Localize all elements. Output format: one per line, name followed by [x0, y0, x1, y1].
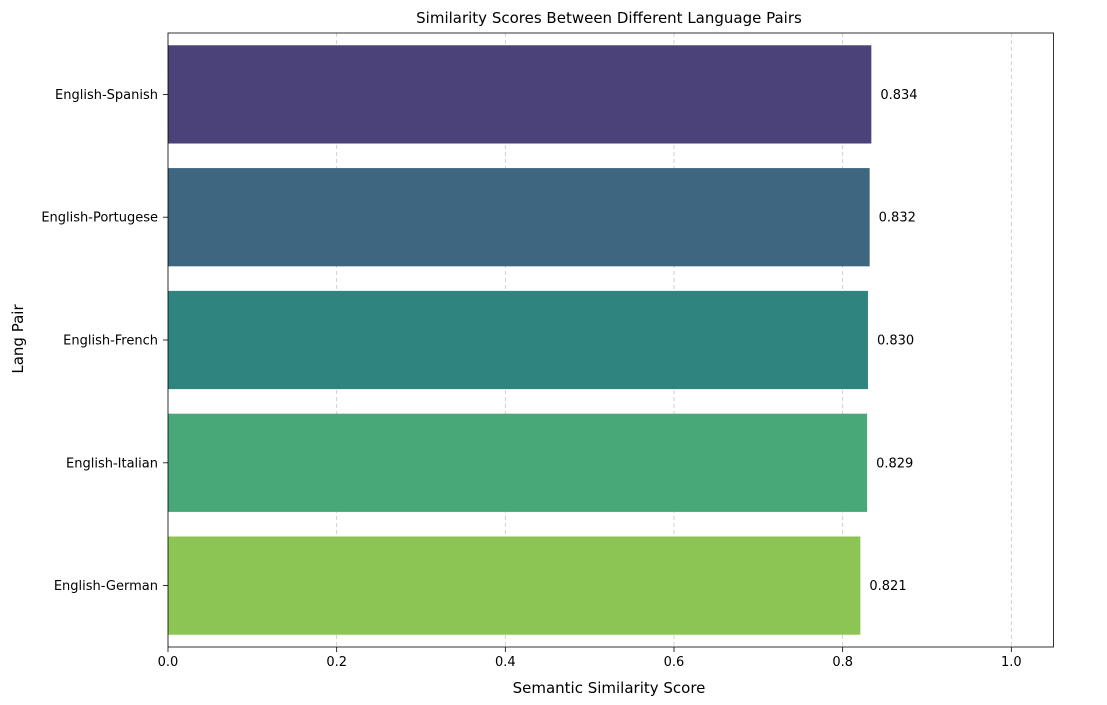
bar-value-label: 0.834	[880, 88, 917, 103]
bar-value-label: 0.832	[879, 211, 916, 226]
bar-english-italian	[168, 413, 868, 512]
y-tick-label: English-Spanish	[55, 88, 158, 103]
axes	[163, 32, 1054, 652]
x-tick-label: 0.2	[326, 655, 347, 670]
x-tick-label: 0.0	[158, 655, 179, 670]
bar-value-label: 0.821	[869, 579, 906, 594]
bar-english-spanish	[168, 45, 872, 144]
x-tick-label: 0.8	[832, 655, 853, 670]
bar-value-label: 0.829	[876, 456, 913, 471]
bar-english-french	[168, 290, 868, 390]
x-tick-label: 1.0	[1001, 655, 1022, 670]
x-tick-label: 0.4	[495, 655, 516, 670]
y-axis-label: Lang Pair	[9, 304, 27, 374]
y-tick-label: English-Italian	[66, 456, 158, 471]
x-axis-label: Semantic Similarity Score	[513, 679, 706, 697]
y-tick-label: English-French	[63, 334, 158, 349]
y-tick-label: English-German	[54, 579, 158, 594]
chart-title: Similarity Scores Between Different Lang…	[416, 9, 802, 27]
x-tick-label: 0.6	[664, 655, 685, 670]
bar-english-portugese	[168, 168, 870, 267]
bar-english-german	[168, 536, 861, 635]
bar-value-label: 0.830	[877, 334, 914, 349]
plot-frame	[167, 32, 1054, 648]
labels: 0.0 0.2 0.4 0.6 0.8 1.0 English-Spanish 0.834 En…	[41, 88, 1021, 670]
bars	[168, 45, 872, 635]
y-tick-label: English-Portugese	[41, 211, 158, 226]
